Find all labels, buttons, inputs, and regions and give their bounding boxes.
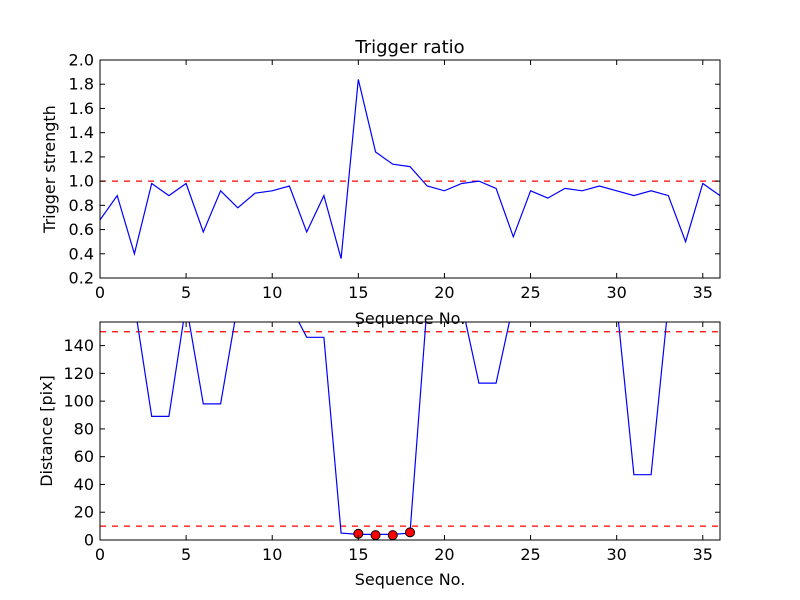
- trigger-ratio-x-tick-label: 35: [693, 283, 713, 302]
- distance-x-tick-label: 15: [348, 545, 368, 564]
- distance-x-tick-label: 5: [181, 545, 191, 564]
- distance-data-point: [370, 530, 381, 540]
- trigger-ratio-axes-frame: [99, 59, 721, 279]
- distance-data-point: [387, 530, 398, 540]
- trigger-ratio-y-tick-label: 0.8: [69, 196, 94, 215]
- distance-xlabel: Sequence No.: [355, 570, 466, 589]
- trigger-ratio-x-tick-label: 25: [520, 283, 540, 302]
- trigger-ratio-y-tick-label: 1.8: [69, 75, 94, 94]
- distance-axes-frame: [99, 321, 721, 541]
- distance-x-tick-label: 20: [434, 545, 454, 564]
- distance-y-tick-label: 0: [84, 531, 94, 550]
- distance-ylabel: Distance [pix]: [37, 375, 56, 487]
- distance-x-tick-label: 30: [606, 545, 626, 564]
- distance-x-tick-label: 35: [693, 545, 713, 564]
- distance-y-tick-label: 60: [74, 447, 94, 466]
- distance-y-tick-label: 120: [63, 364, 94, 383]
- distance-y-tick-label: 20: [74, 503, 94, 522]
- trigger-ratio-y-tick-label: 1.0: [69, 172, 94, 191]
- trigger-ratio-plot-area: [100, 79, 720, 259]
- trigger-ratio-series-group: [100, 79, 720, 259]
- trigger-ratio-ylabel: Trigger strength: [40, 105, 59, 234]
- trigger-ratio-y-tick-label: 1.6: [69, 99, 94, 118]
- distance-series-line: [136, 322, 668, 536]
- trigger-ratio-x-tick-label: 10: [262, 283, 282, 302]
- trigger-ratio-x-tick-label: 5: [181, 283, 191, 302]
- trigger-ratio-y-tick-label: 0.6: [69, 220, 94, 239]
- distance-y-tick-label: 140: [63, 336, 94, 355]
- trigger-ratio-y-tick-label: 0.2: [69, 269, 94, 288]
- trigger-ratio-x-tick-label: 20: [434, 283, 454, 302]
- distance-ticks: 0 5 10 15 20 25 30 35 0 20 40 60 80 100 120 140: [63, 322, 720, 564]
- distance-x-tick-label: 25: [520, 545, 540, 564]
- trigger-ratio-y-tick-label: 1.2: [69, 147, 94, 166]
- distance-x-tick-label: 0: [95, 545, 105, 564]
- trigger-ratio-panel: 0 5 10 15 20 25 30 35 0.2 0.4 0.6 0.8 1.0 1.2 1.4 1.6 1.…: [40, 37, 721, 328]
- distance-y-tick-label: 80: [74, 419, 94, 438]
- distance-data-point: [405, 527, 415, 538]
- trigger-ratio-x-tick-label: 15: [348, 283, 368, 302]
- distance-panel: 0 5 10 15 20 25 30 35 0 20 40 60 80 100 120 140 Sequenc…: [37, 321, 721, 589]
- trigger-ratio-y-tick-label: 1.4: [69, 123, 94, 142]
- distance-series-group: [100, 322, 720, 540]
- trigger-ratio-ticks: 0 5 10 15 20 25 30 35 0.2 0.4 0.6 0.8 1.0 1.2 1.4 1.6 1.…: [69, 51, 720, 302]
- trigger-ratio-title: Trigger ratio: [354, 37, 464, 58]
- trigger-ratio-x-tick-label: 0: [95, 283, 105, 302]
- trigger-ratio-x-tick-label: 30: [606, 283, 626, 302]
- trigger-ratio-xlabel: Sequence No.: [355, 309, 466, 328]
- distance-plot-area: [100, 322, 720, 540]
- trigger-ratio-y-tick-label: 0.4: [69, 244, 94, 263]
- distance-x-tick-label: 10: [262, 545, 282, 564]
- distance-y-tick-label: 40: [74, 475, 94, 494]
- trigger-ratio-y-tick-label: 2.0: [69, 51, 94, 70]
- trigger-ratio-series-line: [100, 79, 720, 259]
- distance-y-tick-label: 100: [63, 392, 94, 411]
